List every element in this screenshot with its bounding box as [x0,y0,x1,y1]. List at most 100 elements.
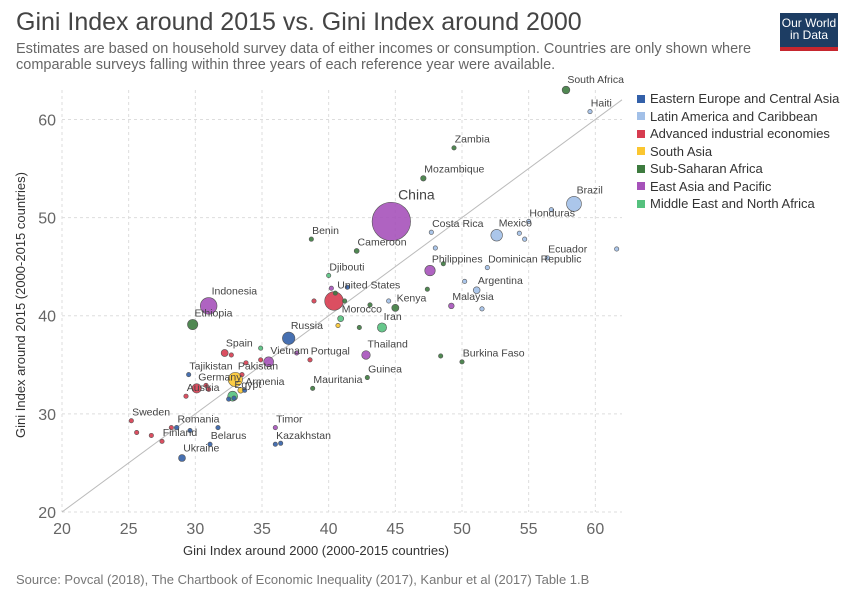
data-point [516,230,522,236]
point-label: Germany [198,372,242,384]
legend: Eastern Europe and Central Asia Latin Ame… [637,90,839,213]
point-label: Indonesia [212,286,258,298]
point-label: Philippines [432,253,483,265]
legend-item-ssa[interactable]: Sub-Saharan Africa [637,160,839,178]
data-point [263,356,274,368]
legend-item-eap[interactable]: East Asia and Pacific [637,178,839,196]
data-point [561,85,571,95]
data-point [371,201,411,242]
point-label: Kenya [397,292,427,304]
point-label: Dominican Republic [488,253,581,265]
data-point [308,236,314,242]
x-tick-label: 55 [520,521,538,538]
data-point [242,387,248,393]
data-point [484,265,490,271]
point-label: Armenia [245,376,284,388]
data-point [159,438,165,444]
point-label: Thailand [368,339,408,351]
legend-label: Sub-Saharan Africa [650,161,763,177]
x-tick-label: 20 [53,521,71,538]
legend-item-mena[interactable]: Middle East and North Africa [637,195,839,213]
data-point [367,302,373,308]
data-point [200,297,218,315]
point-label: Iran [384,311,402,323]
point-label: Spain [226,337,253,349]
data-point [187,428,193,434]
data-point [364,375,370,381]
logo-line-1: Our World [781,16,837,30]
point-label: Malaysia [452,291,494,303]
x-tick-label: 25 [120,521,138,538]
x-axis-label: Gini Index around 2000 (2000-2015 countr… [183,543,449,558]
source-note: Source: Povcal (2018), The Chartbook of … [16,572,590,587]
data-point [420,175,427,182]
point-label: Tajikistan [189,360,232,372]
point-label: Honduras [529,207,575,219]
x-tick-label: 45 [386,521,404,538]
point-label: Russia [291,320,323,332]
point-label: Austria [187,382,220,394]
y-tick-label: 60 [38,112,56,129]
data-point [243,360,249,366]
data-point [342,298,348,304]
y-tick-label: 50 [38,211,56,228]
legend-label: Eastern Europe and Central Asia [650,91,840,107]
chart-title: Gini Index around 2015 vs. Gini Index ar… [16,8,582,36]
data-point [282,331,296,345]
data-point [344,284,350,290]
data-point [215,425,221,431]
data-point [294,350,300,356]
data-point [203,382,209,388]
logo-accent-bar [780,47,838,51]
legend-swatch [637,129,645,138]
x-tick-label: 50 [453,521,471,538]
legend-item-aie[interactable]: Advanced industrial economies [637,125,839,143]
legend-swatch [637,164,645,173]
data-point [391,304,400,312]
data-point [424,286,430,292]
data-point [361,350,371,360]
data-point [548,207,554,213]
y-tick-label: 40 [38,309,56,326]
data-point [544,255,550,261]
point-label: Ukraine [183,443,219,455]
point-label: Ethiopia [194,307,232,319]
data-point [459,359,465,365]
data-point [258,357,264,363]
legend-item-lac[interactable]: Latin America and Caribbean [637,108,839,126]
point-label: Sweden [132,407,170,419]
data-point [168,425,174,431]
owid-logo[interactable]: Our World in Data [780,13,838,50]
data-point [258,345,264,351]
legend-item-sa[interactable]: South Asia [637,143,839,161]
point-label: Timor [276,413,303,425]
data-point [614,246,620,252]
point-label: Mauritania [313,374,362,386]
point-label: Pakistan [238,360,278,372]
data-point [451,145,457,151]
point-label: Djibouti [329,261,364,273]
data-point [335,323,341,329]
point-label: Vietnam [270,345,309,357]
data-point [220,349,229,357]
data-point [587,109,593,115]
point-label: Argentina [478,275,523,287]
data-point [328,285,334,291]
legend-swatch [637,112,645,121]
data-point [186,372,192,378]
legend-label: Advanced industrial economies [650,126,830,142]
point-label: Finland [163,427,198,439]
data-point [278,440,284,446]
data-point [272,441,278,447]
data-point [440,261,446,267]
x-tick-label: 30 [186,521,204,538]
data-point [148,432,154,438]
y-axis-label: Gini Index around 2015 (2000-2015 countr… [13,172,28,438]
data-point [448,302,455,310]
bubbles [128,85,620,462]
point-label: Zambia [455,134,490,146]
x-tick-label: 60 [586,521,604,538]
legend-item-eeca[interactable]: Eastern Europe and Central Asia [637,90,839,108]
point-label: Cameroon [358,236,407,248]
